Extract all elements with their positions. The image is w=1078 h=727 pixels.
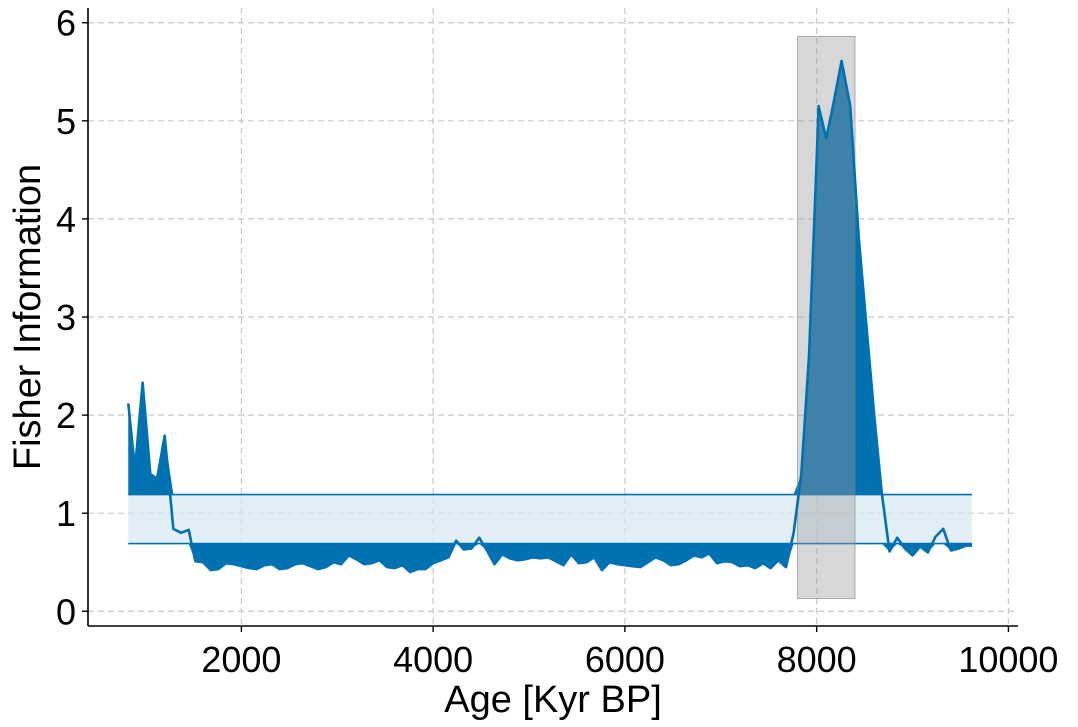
y-tick-label: 4: [56, 199, 76, 240]
y-tick-label: 5: [56, 101, 76, 142]
y-tick-label: 0: [56, 591, 76, 632]
x-tick-label: 6000: [585, 639, 665, 680]
x-tick-labels: 2000 4000 6000 8000 10000: [201, 639, 1058, 680]
y-tick-labels: 0 1 2 3 4 5 6: [56, 3, 76, 633]
x-tick-label: 8000: [777, 639, 857, 680]
x-tick-label: 10000: [958, 639, 1058, 680]
x-tick-label: 2000: [201, 639, 281, 680]
y-tick-label: 2: [56, 395, 76, 436]
y-tick-label: 6: [56, 3, 76, 44]
highlight-rect: [796, 35, 856, 600]
threshold-band: [128, 493, 972, 545]
axes: [82, 8, 1018, 632]
series-path: [126, 59, 972, 574]
highlight-region: [796, 35, 856, 600]
y-tick-label: 3: [56, 297, 76, 338]
threshold-band-fill: [128, 494, 972, 544]
series-line: [126, 59, 972, 574]
y-axis-label: Fisher Information: [7, 164, 49, 470]
x-axis-label: Age [Kyr BP]: [444, 679, 662, 721]
x-tick-label: 4000: [393, 639, 473, 680]
y-tick-label: 1: [56, 493, 76, 534]
